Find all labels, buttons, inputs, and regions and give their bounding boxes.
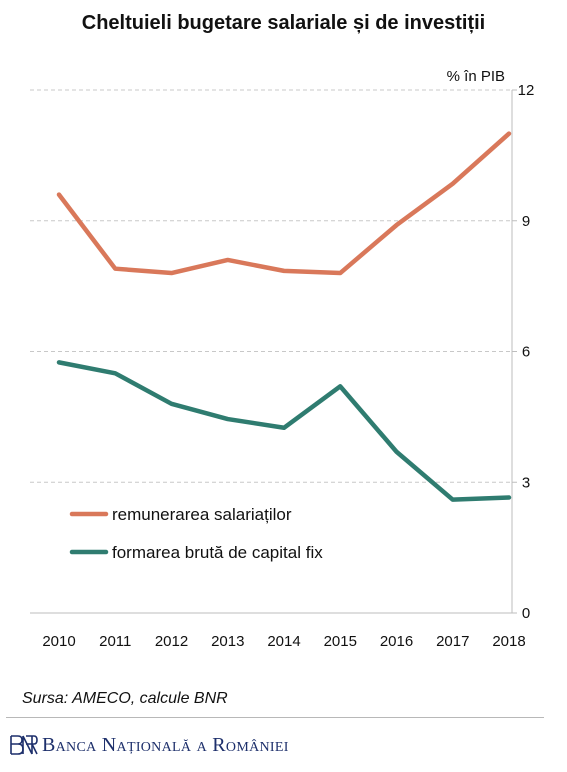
bnr-brand-name: Banca Națională a României	[42, 733, 289, 756]
grid	[30, 89, 512, 614]
legend-label: remunerarea salariaților	[112, 505, 292, 524]
x-tick-label: 2011	[99, 633, 131, 650]
x-tick-label: 2010	[42, 633, 75, 650]
series	[56, 131, 512, 502]
x-tick-label: 2015	[324, 633, 357, 650]
x-tick-label: 2016	[380, 633, 413, 650]
source-note: Sursa: AMECO, calcule BNR	[22, 690, 228, 707]
x-axis-ticks: 2010 2011 2012 2013 2014 2015 2016 2017 2018	[42, 633, 525, 650]
y-tick-label: 12	[518, 82, 535, 99]
y-axis-ticks: 0 3 6 9 12	[512, 82, 534, 622]
legend: remunerarea salariaților formarea brută d…	[69, 505, 323, 562]
x-tick-label: 2018	[492, 633, 525, 650]
footer-brand: Banca Națională a României	[8, 732, 289, 758]
footer-divider	[6, 717, 544, 718]
x-tick-label: 2014	[267, 633, 300, 650]
chart-title: Cheltuieli bugetare salariale și de inve…	[81, 12, 486, 34]
legend-label: formarea brută de capital fix	[112, 543, 323, 562]
y-tick-label: 6	[522, 344, 530, 361]
x-tick-label: 2017	[436, 633, 469, 650]
series-line-1	[56, 131, 512, 276]
y-tick-label: 0	[522, 605, 530, 622]
series-line-2	[56, 360, 512, 502]
bnr-logo-icon	[10, 735, 38, 755]
y-tick-label: 9	[522, 213, 530, 230]
y-tick-label: 3	[522, 474, 530, 491]
x-tick-label: 2013	[211, 633, 244, 650]
x-tick-label: 2012	[155, 633, 188, 650]
y-axis-unit: % în PIB	[447, 68, 505, 85]
